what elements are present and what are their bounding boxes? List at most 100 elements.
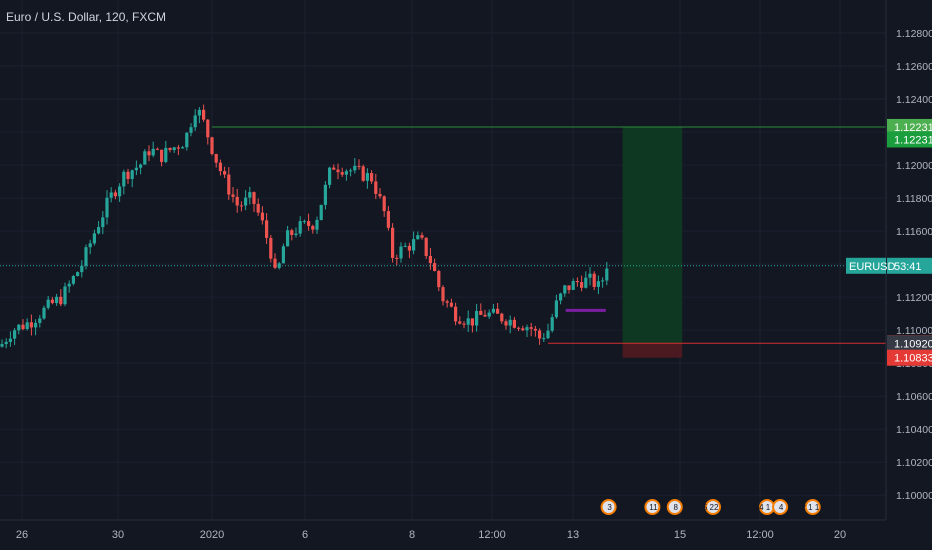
candle-body [84, 247, 88, 266]
candle-body [97, 227, 101, 234]
candle-body [25, 322, 29, 330]
candle-body [575, 281, 579, 283]
candle-body [176, 147, 180, 149]
candle-body [147, 151, 151, 156]
candle-body [307, 221, 311, 226]
candle-body [130, 170, 134, 180]
candle-body [105, 197, 109, 218]
candle-body [559, 293, 563, 301]
time-tick-label: 12:00 [478, 529, 506, 541]
candle-body [202, 109, 206, 120]
economic-event-label: 2 1 1 0 [801, 503, 826, 512]
time-tick-label: 8 [409, 529, 415, 541]
candle-body [143, 151, 147, 165]
economic-event-label: 5 22 3 [703, 503, 726, 512]
time-tick-label: 12:00 [746, 529, 774, 541]
candle-body [21, 324, 25, 330]
candle-body [181, 147, 185, 149]
candle-body [349, 170, 353, 172]
price-tag [887, 349, 932, 366]
candle-body [256, 203, 260, 213]
time-tick-label: 20 [834, 529, 846, 541]
candle-body [55, 296, 59, 304]
economic-event-label: 4 1 3 [759, 503, 777, 512]
candle-body [475, 310, 479, 326]
candle-body [428, 255, 432, 264]
candle-body [470, 318, 474, 326]
candle-body [273, 258, 277, 268]
price-tick-label: 1.10200 [896, 457, 932, 469]
candle-body [71, 276, 75, 284]
candle-body [370, 173, 374, 182]
candle-body [546, 330, 550, 339]
price-tick-label: 1.11600 [896, 226, 932, 238]
time-tick-label: 15 [674, 529, 686, 541]
candle-body [269, 237, 273, 259]
candle-body [122, 171, 126, 187]
candle-body [8, 338, 12, 342]
candle-body [197, 109, 201, 116]
price-tag [887, 118, 932, 135]
candle-body [466, 318, 470, 325]
time-tick-label: 13 [567, 529, 579, 541]
economic-event-label: 3 [607, 503, 612, 512]
economic-event-icon [644, 499, 661, 515]
candle-body [336, 169, 340, 173]
candle-body [185, 132, 189, 148]
candle-body [584, 277, 588, 288]
price-tag-label: 1.10920 [894, 338, 932, 350]
candle-body [487, 312, 491, 317]
candle-body [134, 167, 138, 171]
candle-body [80, 265, 84, 273]
candle-body [391, 227, 395, 258]
price-tag-label: 1.12231 [894, 134, 932, 146]
candle-body [239, 205, 243, 207]
candle-body [483, 314, 487, 317]
candle-body [290, 230, 294, 235]
candle-body [353, 165, 357, 171]
candle-body [361, 166, 365, 181]
candle-body [248, 192, 252, 198]
stop-zone [622, 343, 683, 358]
candle-body [172, 147, 176, 151]
price-tick-label: 1.11000 [896, 325, 932, 337]
candle-body [265, 220, 269, 238]
time-axis-bg [0, 520, 932, 550]
candle-body [231, 194, 235, 197]
candle-body [126, 171, 130, 180]
economic-event-label: 4 [779, 503, 784, 512]
candle-body [357, 165, 361, 167]
candle-body [344, 171, 348, 175]
price-tag [887, 257, 932, 274]
candle-body [151, 148, 155, 156]
candle-body [407, 245, 411, 251]
candle-body [596, 281, 600, 287]
candle-body [491, 308, 495, 313]
candle-body [328, 167, 332, 185]
candle-body [365, 173, 369, 181]
price-tick-label: 1.12600 [896, 61, 932, 73]
candle-body [29, 322, 33, 328]
price-tag-label: 53:41 [894, 261, 922, 273]
candle-body [277, 263, 281, 268]
candle-body [260, 212, 264, 221]
economic-event-label: 11 [649, 503, 658, 512]
price-tag-label: 1.10833 [894, 353, 932, 365]
price-tag-label: 1.12231 [894, 122, 932, 134]
candle-body [529, 327, 533, 329]
candle-body [160, 149, 164, 162]
candle-body [437, 271, 441, 288]
candle-body [34, 322, 38, 328]
candle-body [554, 300, 558, 318]
candle-body [76, 272, 80, 277]
candle-body [92, 233, 96, 244]
candle-body [386, 211, 390, 228]
candle-body [538, 330, 542, 339]
candle-body [155, 148, 159, 150]
candle-body [378, 193, 382, 197]
candle-body [550, 317, 554, 331]
candle-body [193, 115, 197, 128]
candle-body [63, 286, 67, 305]
candle-body [433, 263, 437, 272]
